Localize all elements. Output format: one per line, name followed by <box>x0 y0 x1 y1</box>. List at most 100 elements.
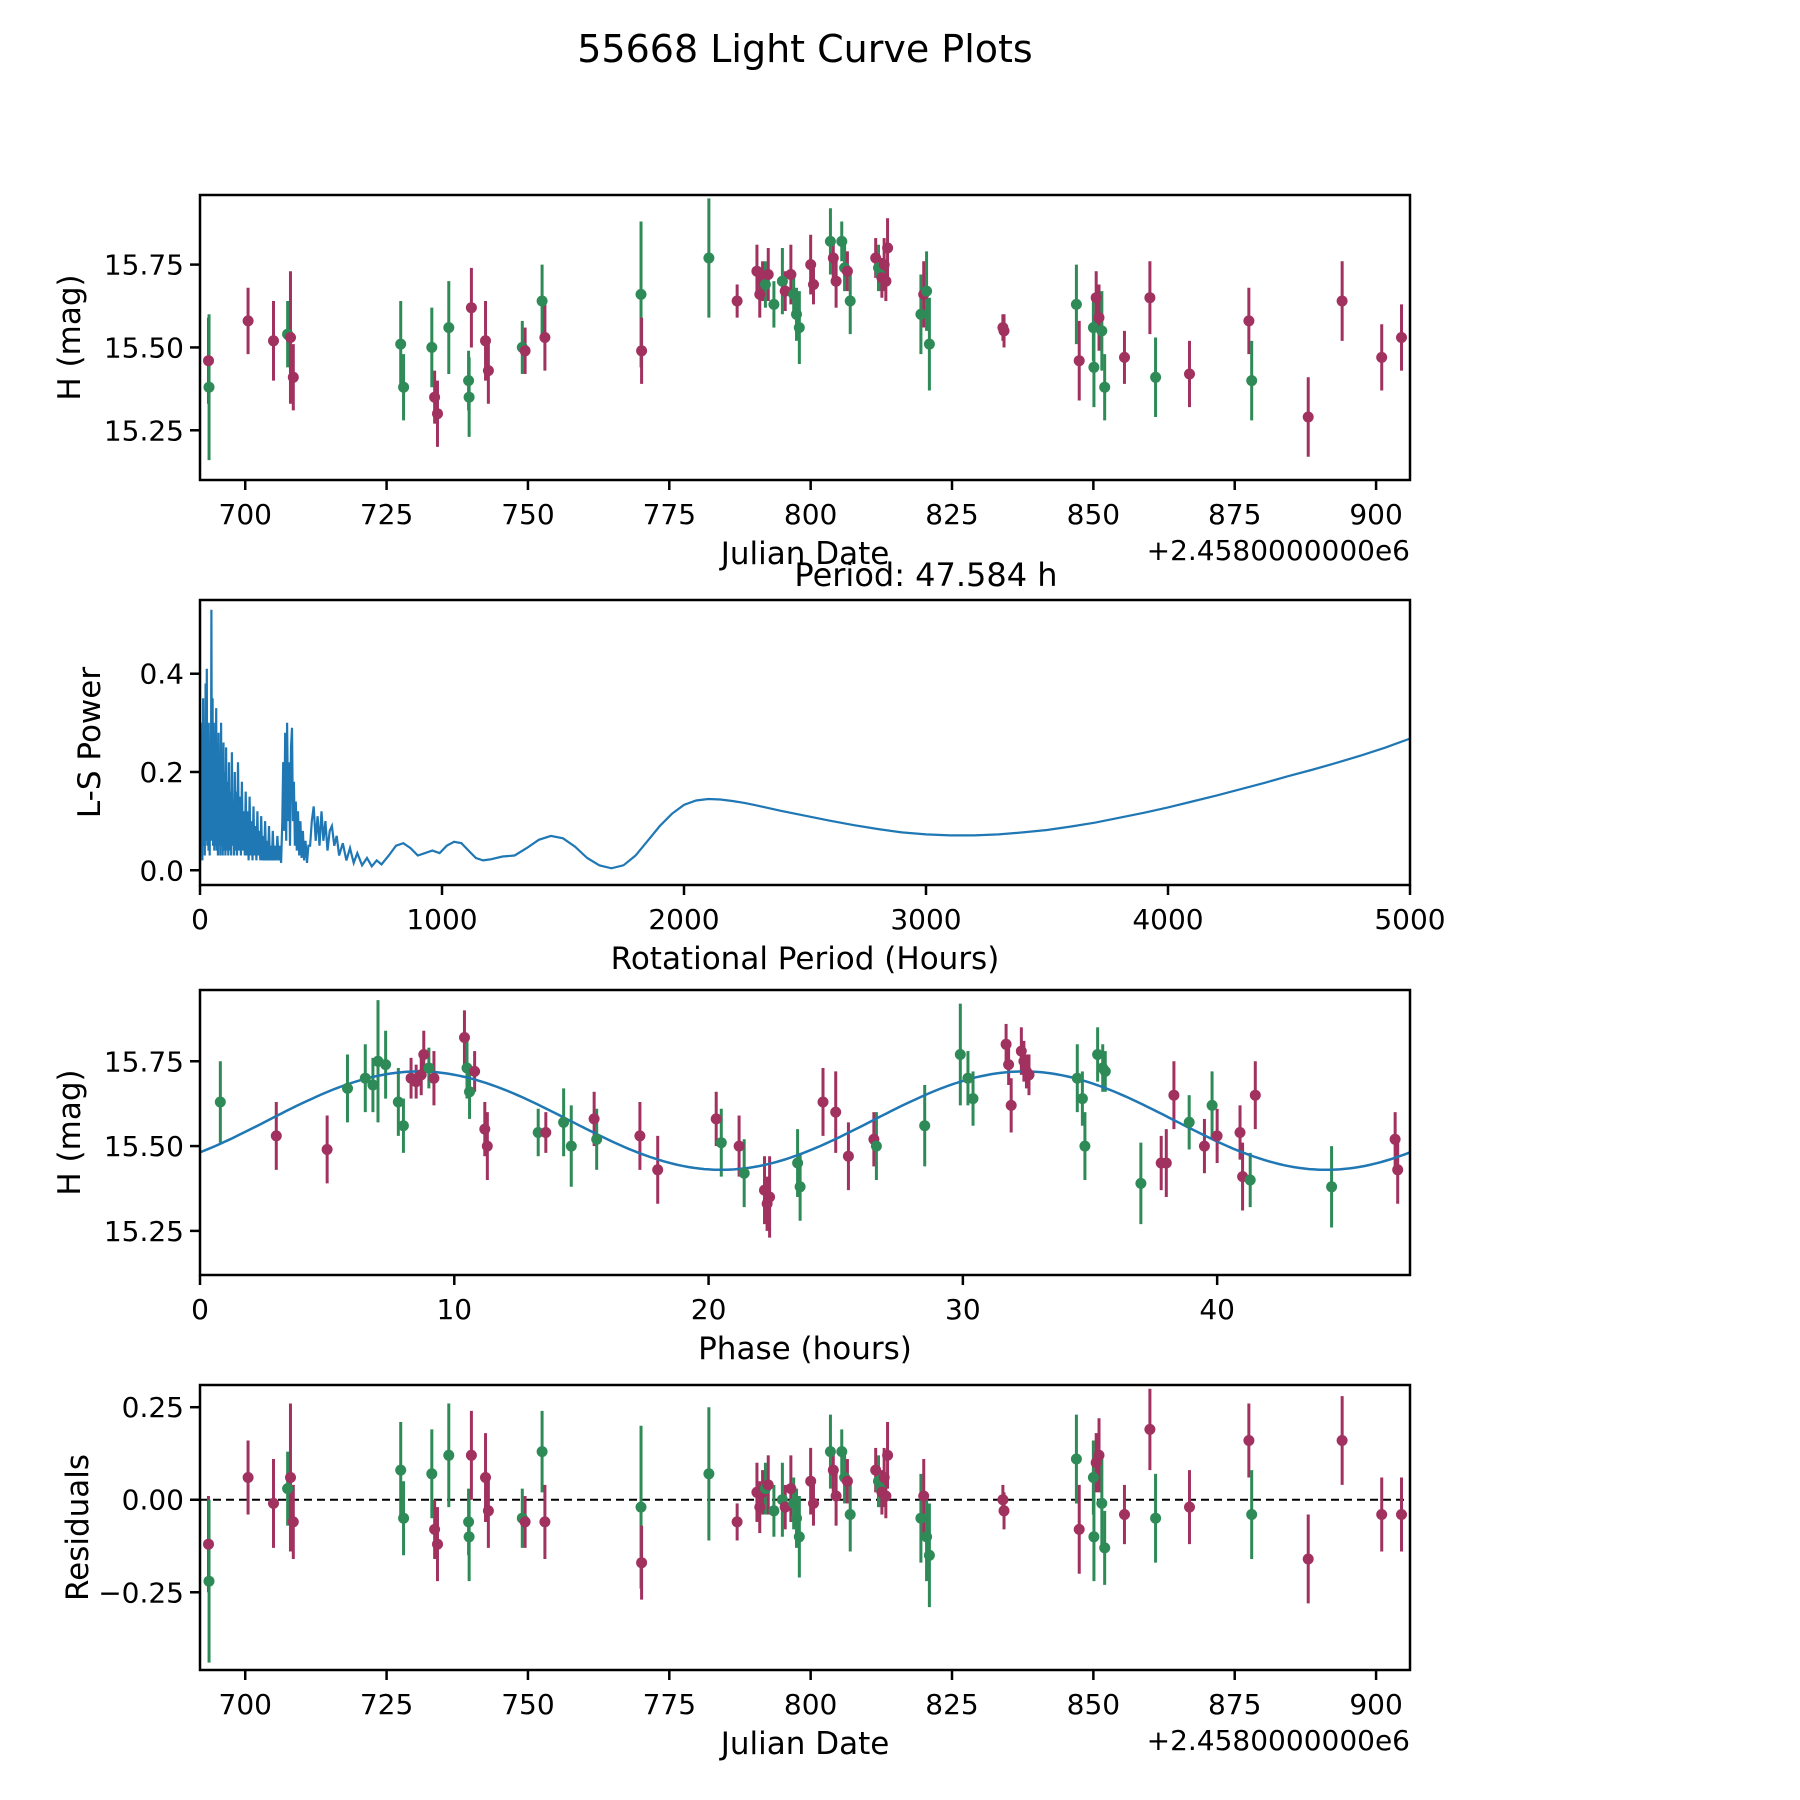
data-point <box>998 1505 1010 1517</box>
data-point <box>1246 1509 1258 1520</box>
period-annotation: Period: 47.584 h <box>794 556 1057 594</box>
data-point <box>1073 355 1085 367</box>
data-point <box>762 1479 774 1491</box>
data-point <box>1023 1069 1035 1081</box>
data-point <box>776 275 788 287</box>
data-point <box>1243 1435 1255 1446</box>
y-tick-label: 15.75 <box>104 249 184 282</box>
data-point <box>1336 1435 1348 1446</box>
data-point <box>463 375 475 387</box>
data-point <box>415 1069 427 1081</box>
data-point <box>921 285 933 297</box>
data-point <box>1389 1133 1401 1145</box>
x-tick-label: 2000 <box>648 903 719 936</box>
data-point <box>1070 1453 1082 1465</box>
data-point <box>398 1512 410 1524</box>
data-point <box>652 1164 664 1176</box>
x-tick-label: 40 <box>1199 1293 1235 1326</box>
x-tick-label: 875 <box>1208 498 1261 531</box>
data-point <box>380 1059 392 1071</box>
data-point <box>1183 1116 1195 1128</box>
data-point <box>1336 295 1348 307</box>
x-tick-label: 825 <box>925 498 978 531</box>
data-point <box>1003 1059 1015 1071</box>
data-point <box>588 1113 600 1125</box>
data-point <box>808 1497 819 1509</box>
data-point <box>915 1512 927 1524</box>
x-tick-label: 5000 <box>1374 903 1445 936</box>
data-point <box>1093 1449 1105 1461</box>
data-point <box>1099 1542 1111 1554</box>
data-point <box>480 1472 491 1483</box>
data-point <box>463 1531 475 1543</box>
data-point <box>469 1065 481 1077</box>
data-point <box>1090 292 1102 304</box>
axis-offset-label: +2.4580000000e6 <box>1147 534 1410 567</box>
data-point <box>1326 1181 1338 1193</box>
x-axis-label: Julian Date <box>719 536 890 572</box>
light-curve-plot: 700 725 750 775 800 825 850 875 900 15.25 15.50 15.… <box>52 193 1412 572</box>
data-point <box>836 235 848 247</box>
data-point <box>242 1472 254 1483</box>
data-point <box>915 308 927 320</box>
data-point <box>285 332 296 343</box>
data-point <box>1211 1130 1223 1142</box>
data-point <box>242 315 254 327</box>
data-point <box>1015 1045 1027 1057</box>
data-point <box>870 252 882 264</box>
data-point <box>270 1130 282 1142</box>
x-axis-label: Julian Date <box>719 1726 890 1762</box>
data-point <box>827 252 839 264</box>
data-point <box>536 1446 548 1458</box>
data-point <box>805 1475 817 1487</box>
figure-title: 55668 Light Curve Plots <box>577 27 1032 71</box>
periodogram-curve <box>200 609 1410 870</box>
plot-area <box>200 1388 1410 1663</box>
x-tick-label: 725 <box>360 498 413 531</box>
data-point <box>703 1468 715 1480</box>
data-point <box>423 1062 435 1074</box>
data-point <box>923 1549 935 1561</box>
x-tick-label: 775 <box>643 498 696 531</box>
data-point <box>1079 1140 1091 1152</box>
y-tick-label: 15.50 <box>104 1130 184 1163</box>
data-point <box>1243 315 1255 327</box>
data-point <box>751 265 763 277</box>
data-point <box>1088 1531 1100 1543</box>
y-tick-label: 0.0 <box>139 854 184 887</box>
data-point <box>432 408 443 420</box>
y-tick-label: 15.25 <box>104 414 184 447</box>
data-point <box>443 322 455 334</box>
data-point <box>418 1049 430 1060</box>
data-point <box>481 1140 493 1152</box>
y-tick-label: 15.50 <box>104 331 184 364</box>
data-point <box>1150 1512 1162 1524</box>
data-point <box>817 1096 829 1108</box>
data-point <box>342 1082 353 1094</box>
data-point <box>1144 292 1156 304</box>
data-point <box>954 1049 966 1060</box>
plot-area <box>200 1000 1410 1238</box>
data-point <box>791 308 802 320</box>
data-point <box>282 1483 294 1495</box>
x-tick-label: 825 <box>925 1688 978 1721</box>
x-tick-label: 800 <box>784 498 837 531</box>
data-point <box>827 1464 839 1476</box>
x-tick-label: 1000 <box>406 903 477 936</box>
data-point <box>1119 1509 1130 1520</box>
data-point <box>635 1501 647 1513</box>
data-point <box>759 279 771 290</box>
data-point <box>733 1140 745 1152</box>
data-point <box>878 259 890 271</box>
data-point <box>762 269 774 280</box>
data-point <box>1093 312 1105 324</box>
data-point <box>1376 351 1388 363</box>
data-point <box>1076 1093 1088 1105</box>
data-point <box>634 1130 646 1142</box>
data-point <box>540 1127 552 1138</box>
data-point <box>703 252 715 264</box>
x-tick-label: 0 <box>191 903 209 936</box>
data-point <box>842 1150 854 1162</box>
data-point <box>792 1157 804 1169</box>
